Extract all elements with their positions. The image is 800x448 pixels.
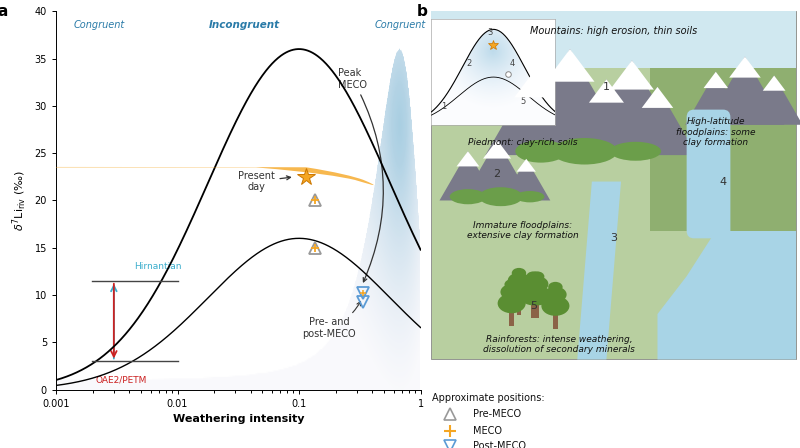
Text: Incongruent: Incongruent — [209, 21, 280, 30]
Text: Rainforests: intense weathering,
dissolution of secondary minerals: Rainforests: intense weathering, dissolu… — [483, 335, 635, 354]
Text: 4: 4 — [719, 177, 726, 186]
Ellipse shape — [0, 150, 374, 185]
Polygon shape — [457, 151, 479, 166]
Ellipse shape — [479, 187, 522, 206]
Polygon shape — [517, 159, 536, 172]
Ellipse shape — [501, 284, 523, 300]
Text: Approximate positions:: Approximate positions: — [431, 392, 544, 403]
Polygon shape — [703, 72, 728, 88]
Bar — [531, 295, 536, 318]
Polygon shape — [578, 181, 621, 359]
Ellipse shape — [552, 138, 618, 164]
Text: High-latitude
floodplains: some
clay formation: High-latitude floodplains: some clay for… — [676, 117, 755, 147]
Ellipse shape — [544, 287, 566, 302]
Text: Present
day: Present day — [238, 171, 290, 192]
X-axis label: Weathering intensity: Weathering intensity — [173, 414, 304, 424]
Polygon shape — [578, 60, 686, 155]
Ellipse shape — [498, 293, 526, 313]
Ellipse shape — [450, 189, 486, 204]
Ellipse shape — [505, 282, 533, 302]
Polygon shape — [762, 76, 786, 90]
Text: Piedmont: clay-rich soils: Piedmont: clay-rich soils — [468, 138, 578, 147]
Polygon shape — [486, 72, 582, 155]
Ellipse shape — [548, 282, 562, 292]
Ellipse shape — [523, 285, 551, 306]
Polygon shape — [546, 49, 594, 82]
Polygon shape — [685, 72, 746, 125]
Text: 2: 2 — [494, 169, 501, 179]
Ellipse shape — [542, 296, 570, 316]
Ellipse shape — [522, 276, 545, 292]
Bar — [554, 306, 558, 328]
Polygon shape — [650, 68, 796, 231]
Text: 5: 5 — [530, 302, 537, 311]
Ellipse shape — [508, 273, 530, 289]
Text: Pre- and
post-MECO: Pre- and post-MECO — [302, 302, 361, 339]
Polygon shape — [642, 87, 674, 108]
Bar — [431, 11, 796, 68]
Ellipse shape — [530, 271, 545, 282]
Ellipse shape — [505, 279, 519, 289]
Polygon shape — [610, 60, 654, 90]
Ellipse shape — [526, 276, 549, 292]
Ellipse shape — [519, 285, 547, 306]
Polygon shape — [509, 49, 631, 155]
Text: a: a — [0, 4, 8, 19]
Polygon shape — [439, 151, 496, 200]
Bar — [535, 295, 539, 318]
Polygon shape — [618, 87, 697, 155]
Ellipse shape — [515, 140, 566, 163]
Text: Hirnantian: Hirnantian — [134, 263, 182, 271]
Ellipse shape — [526, 271, 541, 282]
Polygon shape — [514, 72, 553, 97]
Text: Immature floodplains:
extensive clay formation: Immature floodplains: extensive clay for… — [466, 221, 578, 241]
Text: Peak
MECO: Peak MECO — [338, 68, 383, 282]
Polygon shape — [562, 79, 650, 155]
Polygon shape — [706, 56, 784, 125]
Bar — [510, 303, 514, 326]
Polygon shape — [502, 159, 550, 200]
Text: Congruent: Congruent — [374, 21, 426, 30]
Polygon shape — [483, 140, 511, 159]
Text: Congruent: Congruent — [74, 21, 125, 30]
Ellipse shape — [515, 191, 545, 202]
Polygon shape — [462, 140, 532, 200]
Polygon shape — [658, 231, 796, 359]
Text: MECO: MECO — [473, 426, 502, 435]
FancyBboxPatch shape — [686, 110, 730, 238]
Bar — [517, 292, 521, 314]
Text: 1: 1 — [603, 82, 610, 92]
Text: OAE2/PETM: OAE2/PETM — [95, 375, 146, 384]
Text: Mountains: high erosion, thin soils: Mountains: high erosion, thin soils — [530, 26, 698, 36]
Polygon shape — [730, 56, 761, 78]
Text: b: b — [417, 4, 428, 19]
Polygon shape — [746, 76, 800, 125]
Text: Post-MECO: Post-MECO — [473, 441, 526, 448]
Ellipse shape — [610, 142, 661, 161]
Ellipse shape — [512, 268, 526, 278]
Y-axis label: $\delta^7$Li$_{\mathregular{riv}}$ (‰): $\delta^7$Li$_{\mathregular{riv}}$ (‰) — [10, 170, 29, 231]
Polygon shape — [589, 79, 624, 103]
Text: Pre-MECO: Pre-MECO — [473, 409, 521, 419]
Text: 3: 3 — [610, 233, 618, 243]
